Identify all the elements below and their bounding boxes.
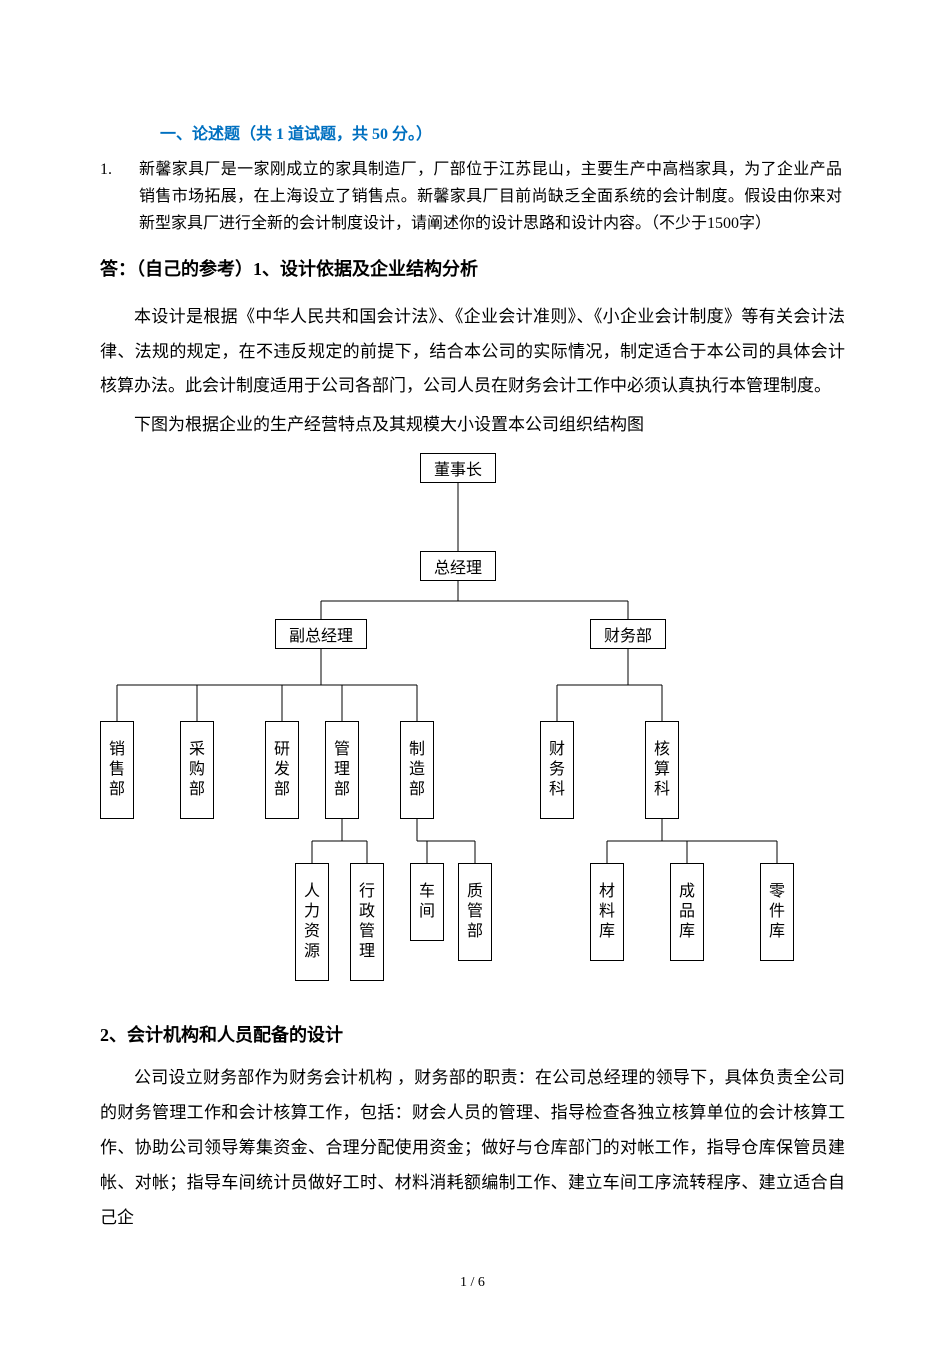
org-node-n13: 行政管理 — [350, 863, 384, 981]
org-node-n1: 董事长 — [420, 453, 496, 483]
org-node-n5: 销售部 — [100, 721, 134, 819]
org-node-n14: 车间 — [410, 863, 444, 941]
page-footer: 1 / 6 — [100, 1275, 845, 1291]
org-node-n17: 成品库 — [670, 863, 704, 961]
section-heading: 2、会计机构和人员配备的设计 — [100, 1021, 845, 1047]
org-node-n11: 核算科 — [645, 721, 679, 819]
org-node-n6: 采购部 — [180, 721, 214, 819]
section-header: 一、论述题（共 1 道试题，共 50 分。） — [160, 120, 845, 144]
org-node-n16: 材料库 — [590, 863, 624, 961]
answer-heading: 答：（自己的参考）1、设计依据及企业结构分析 — [100, 252, 845, 286]
org-node-n15: 质管部 — [458, 863, 492, 961]
paragraph: 公司设立财务部作为财务会计机构 ，财务部的职责：在公司总经理的领导下，具体负责全… — [100, 1061, 845, 1235]
paragraph: 本设计是根据《中华人民共和国会计法》、《企业会计准则》、《小企业会计制度》等有关… — [100, 300, 845, 405]
org-node-n9: 制造部 — [400, 721, 434, 819]
org-chart: 董事长总经理副总经理 财务部销售部 采购部 研发部管理部 制造部 财务科 核算科人力资源行政… — [100, 453, 845, 1003]
org-node-n18: 零件库 — [760, 863, 794, 961]
org-node-n3: 副总经理 — [275, 619, 367, 649]
org-node-n8: 管理部 — [325, 721, 359, 819]
question-text: 新馨家具厂是一家刚成立的家具制造厂，厂部位于江苏昆山，主要生产中高档家具，为了企… — [139, 156, 842, 238]
paragraph: 下图为根据企业的生产经营特点及其规模大小设置本公司组织结构图 — [100, 408, 845, 443]
org-node-n2: 总经理 — [420, 551, 496, 581]
org-node-n4: 财务部 — [590, 619, 666, 649]
org-node-n10: 财务科 — [540, 721, 574, 819]
org-node-n7: 研发部 — [265, 721, 299, 819]
org-node-n12: 人力资源 — [295, 863, 329, 981]
question-block: 1. 新馨家具厂是一家刚成立的家具制造厂，厂部位于江苏昆山，主要生产中高档家具，… — [100, 156, 845, 238]
question-number: 1. — [100, 156, 135, 183]
document-page: 一、论述题（共 1 道试题，共 50 分。） 1. 新馨家具厂是一家刚成立的家具… — [0, 0, 945, 1351]
